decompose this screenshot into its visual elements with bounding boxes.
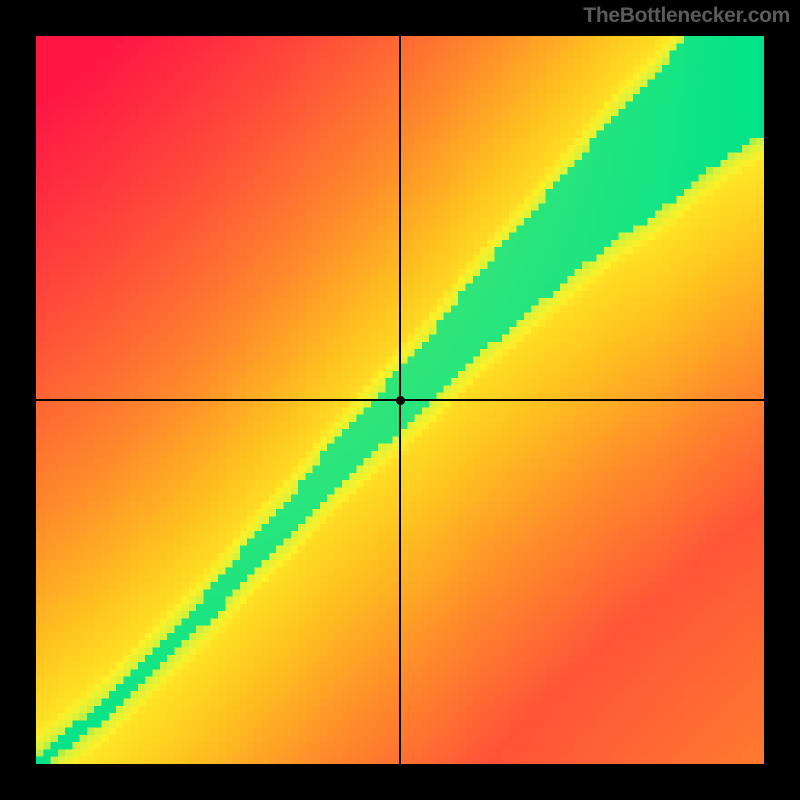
plot-area [36,36,764,764]
watermark-text: TheBottlenecker.com [583,4,790,28]
crosshair-marker [396,396,405,405]
